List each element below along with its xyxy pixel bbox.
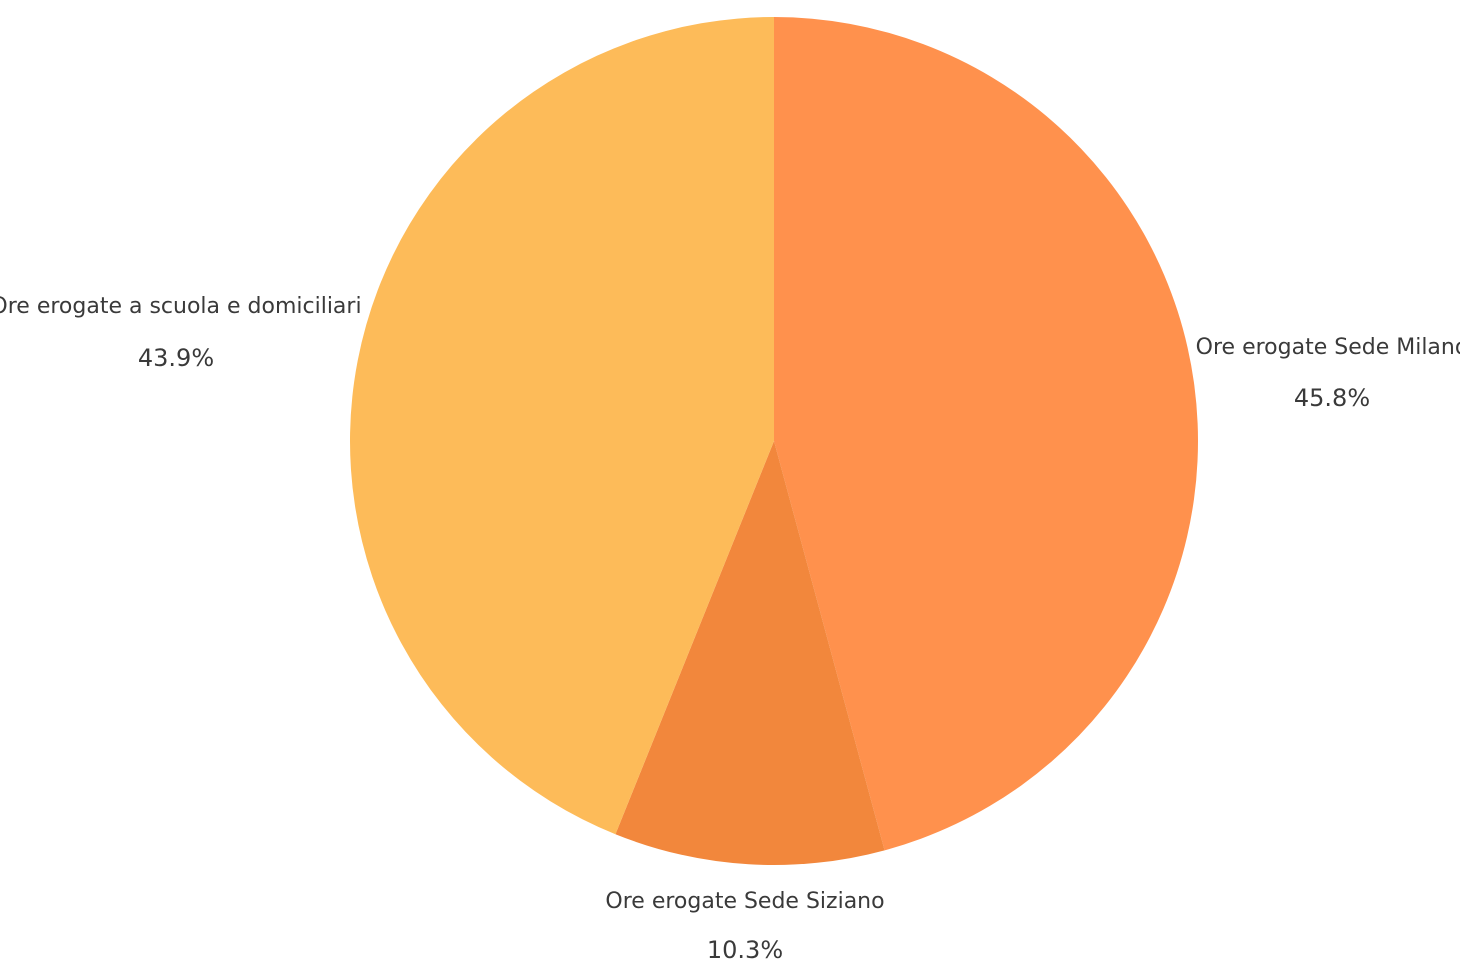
pie-slice-siziano (615, 441, 885, 865)
pie-slices (349, 17, 1198, 865)
pie-slice-scuola (349, 17, 774, 835)
slice-value-siziano: 10.3% (707, 936, 783, 964)
slice-label-siziano: Ore erogate Sede Siziano (605, 889, 884, 914)
slice-value-milano: 45.8% (1294, 384, 1370, 412)
pie-slice-milano (774, 17, 1198, 851)
slice-label-milano: Ore erogate Sede Milano (1196, 335, 1460, 360)
slice-label-scuola: Ore erogate a scuola e domiciliari (0, 294, 362, 319)
label-milano: Ore erogate Sede Milano 45.8% (1196, 335, 1460, 412)
label-siziano: Ore erogate Sede Siziano 10.3% (605, 889, 884, 964)
slice-value-scuola: 43.9% (138, 344, 214, 372)
label-scuola: Ore erogate a scuola e domiciliari 43.9% (0, 294, 362, 372)
